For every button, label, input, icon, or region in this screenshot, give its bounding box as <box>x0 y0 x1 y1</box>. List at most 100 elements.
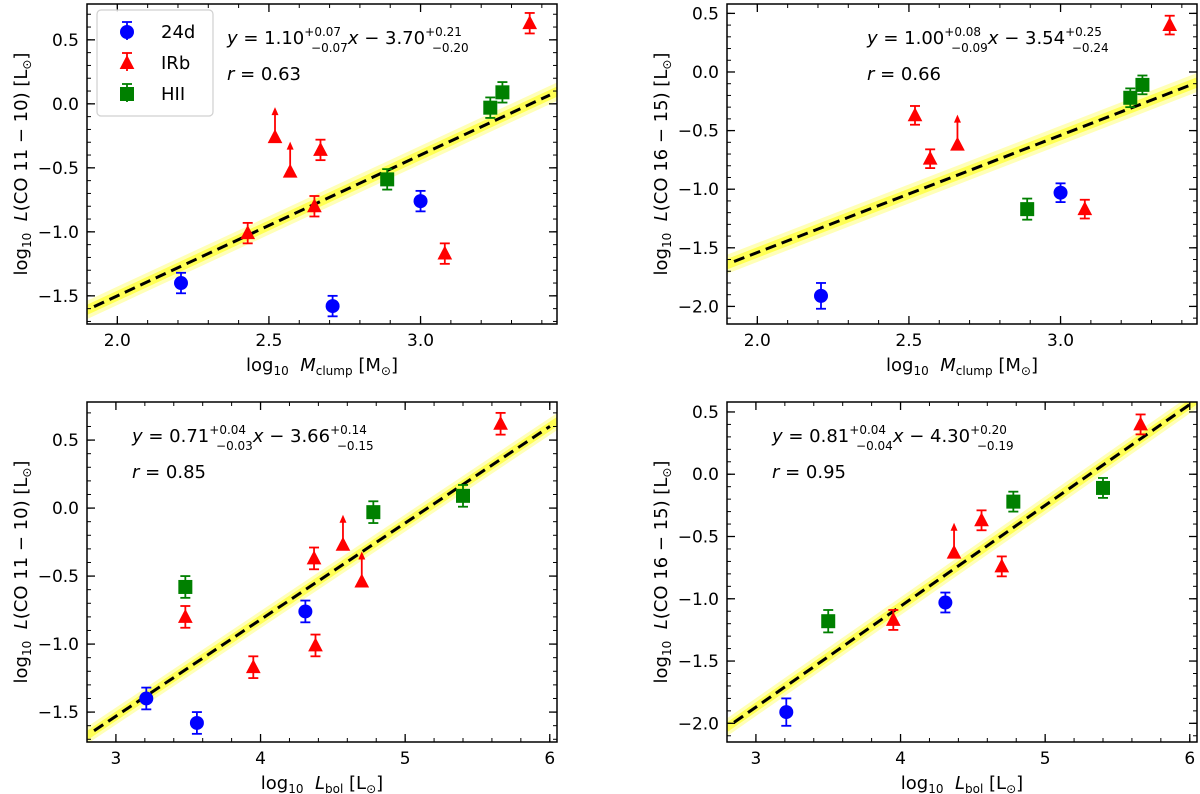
point-24d <box>139 691 154 706</box>
point-IRb <box>522 15 538 30</box>
y-tick-label: 0.5 <box>692 4 719 24</box>
fit-equation: y = 1.00+0.08 −0.09x − 3.54+0.25 −0.24 <box>866 25 1109 55</box>
fit-equation: y = 1.10+0.07 −0.07x − 3.70+0.21 −0.20 <box>226 25 469 55</box>
legend-label-IRb: IRb <box>161 53 190 74</box>
chart-panel-4: 3 4 5 6 −2.0 −1.5 −1.0 −0.5 0.0 0.5 log10 Lbol [L⊙… <box>651 401 1198 794</box>
chart-panel-3: 3 4 5 6 −1.5 −1.0 −0.5 0.0 0.5 log10 Lbol [L⊙] log… <box>11 401 558 794</box>
point-24d <box>298 604 313 619</box>
point-24d <box>174 276 188 291</box>
point-IRb <box>885 611 901 626</box>
fit-equation: y = 0.81+0.04 −0.04x − 4.30+0.20 −0.19 <box>771 423 1014 453</box>
correlation-coefficient: r = 0.95 <box>772 462 846 483</box>
limit-arrow-head <box>286 141 294 150</box>
plot-frame <box>86 401 558 743</box>
point-IRb <box>267 129 283 144</box>
y-axis-label: log10 L(CO 16 − 15) [L⊙] <box>651 461 674 684</box>
x-tick-label: 4 <box>895 749 906 769</box>
fit-line <box>733 403 1191 724</box>
x-tick-label: 2.0 <box>744 331 771 351</box>
y-tick-label: −1.0 <box>678 590 719 610</box>
x-tick-label: 2.5 <box>895 331 922 351</box>
point-IRb <box>493 415 508 430</box>
point-IRb <box>974 512 989 527</box>
point-IRb <box>994 558 1010 573</box>
y-tick-label: −1.5 <box>678 239 719 259</box>
x-tick-label: 3 <box>751 749 762 769</box>
fit-line <box>733 83 1191 263</box>
point-IRb <box>1162 17 1178 32</box>
x-axis-label: log10 Lbol [L⊙] <box>901 773 1023 794</box>
x-tick-label: 6 <box>544 749 555 769</box>
y-tick-label: −2.0 <box>678 297 719 317</box>
point-IRb <box>307 198 322 213</box>
point-IRb <box>437 245 453 260</box>
point-24d <box>189 715 204 730</box>
x-axis-label: log10 Mclump [M⊙] <box>886 355 1038 378</box>
plot-frame <box>86 3 558 325</box>
point-HII <box>1096 480 1110 495</box>
limit-arrow-head <box>271 107 279 116</box>
y-tick-label: 0.0 <box>692 63 719 83</box>
y-tick-label: 0.0 <box>692 465 719 485</box>
y-tick-label: 0.0 <box>52 499 79 519</box>
point-IRb <box>306 550 322 565</box>
limit-arrow-head <box>950 522 958 531</box>
confidence-band-inner <box>727 402 1197 733</box>
point-IRb <box>282 163 298 178</box>
point-IRb <box>1077 201 1093 216</box>
point-HII <box>483 100 498 115</box>
point-IRb <box>245 659 261 674</box>
legend: 24d IRb HII <box>96 9 214 117</box>
point-IRb <box>922 150 938 165</box>
point-HII <box>1123 90 1138 105</box>
legend-label-24d: 24d <box>161 22 195 43</box>
x-tick-label: 3 <box>111 749 122 769</box>
point-IRb <box>907 107 923 122</box>
y-axis-label: log10 L(CO 16 − 15) [L⊙] <box>651 53 674 276</box>
point-HII <box>1020 202 1035 217</box>
x-tick-label: 2.5 <box>255 331 282 351</box>
y-tick-label: −1.5 <box>678 652 719 672</box>
point-IRb <box>335 536 351 551</box>
point-IRb <box>308 637 323 652</box>
x-tick-label: 3.0 <box>407 331 434 351</box>
y-tick-label: −1.0 <box>38 223 79 243</box>
plot-frame <box>726 3 1198 325</box>
point-IRb <box>950 136 965 151</box>
y-tick-label: −0.5 <box>38 567 79 587</box>
chart-panel-1: 2.0 2.5 3.0 −1.5 −1.0 −0.5 0.0 0.5 log10 Mclump … <box>11 3 558 378</box>
x-tick-label: 5 <box>1040 749 1051 769</box>
y-tick-label: 0.0 <box>52 95 79 115</box>
point-24d <box>779 705 794 720</box>
correlation-coefficient: r = 0.85 <box>132 462 206 483</box>
y-tick-label: −1.0 <box>678 180 719 200</box>
legend-marker-HII <box>120 87 134 101</box>
limit-arrow-head <box>953 114 961 123</box>
point-HII <box>456 488 470 503</box>
y-tick-label: 0.5 <box>52 31 79 51</box>
legend-marker-24d <box>120 25 134 39</box>
point-24d <box>325 299 340 314</box>
point-24d <box>1053 185 1068 200</box>
correlation-coefficient: r = 0.63 <box>227 64 301 85</box>
y-tick-label: −1.5 <box>38 287 79 307</box>
x-axis-label: log10 Mclump [M⊙] <box>246 355 398 378</box>
fit-equation: y = 0.71+0.04 −0.03x − 3.66+0.14 −0.15 <box>131 423 374 453</box>
point-24d <box>814 288 828 303</box>
x-tick-label: 3.0 <box>1047 331 1074 351</box>
y-tick-label: 0.5 <box>692 403 719 423</box>
y-tick-label: −1.0 <box>38 635 79 655</box>
y-tick-label: −0.5 <box>678 528 719 548</box>
fit-line <box>93 425 551 733</box>
point-24d <box>413 194 428 209</box>
point-HII <box>178 579 193 594</box>
limit-arrow-head <box>358 551 366 560</box>
legend-marker-IRb <box>119 54 135 69</box>
x-tick-label: 4 <box>255 749 266 769</box>
confidence-band-inner <box>87 86 557 316</box>
point-HII <box>495 85 510 100</box>
point-IRb <box>313 141 328 156</box>
y-tick-label: 0.5 <box>52 431 79 451</box>
correlation-coefficient: r = 0.66 <box>867 64 941 85</box>
